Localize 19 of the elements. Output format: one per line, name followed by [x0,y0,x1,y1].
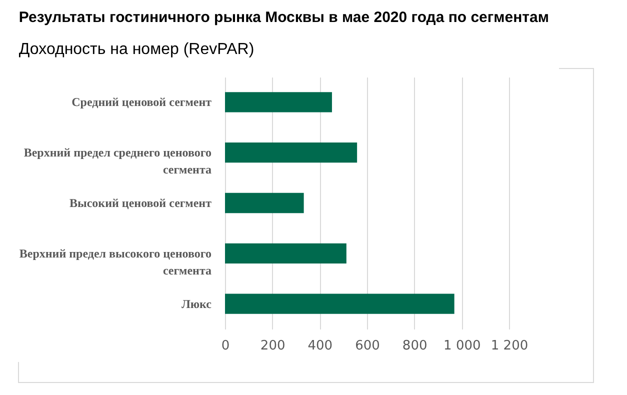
bar [225,142,358,163]
chart-title: Результаты гостиничного рынка Москвы в мае 2020 года по сегментам [18,9,549,26]
x-tick-label: 1 000 [444,338,481,354]
bar [225,243,346,264]
bar [225,294,454,314]
bar [225,92,332,112]
x-tick-label: 0 [221,338,230,354]
x-tick-label: 200 [260,338,286,354]
chart-subtitle: Доходность на номер (RevPAR) [18,41,254,58]
y-tick-label: Средний ценовой сегмент [72,95,212,110]
y-tick-label: Высокий ценовой сегмент [69,196,212,210]
x-tick-label: 1 200 [490,338,528,354]
bar [225,192,304,214]
x-tick-label: 800 [402,338,428,354]
y-tick-label: Верхний предел среднего ценового сегмента [24,146,212,177]
y-tick-label: Верхний предел высокого ценового сегмента [19,246,212,278]
x-tick-label: 600 [355,338,380,354]
x-tick-label: 400 [308,338,333,354]
y-tick-label: Люкс [181,296,212,311]
